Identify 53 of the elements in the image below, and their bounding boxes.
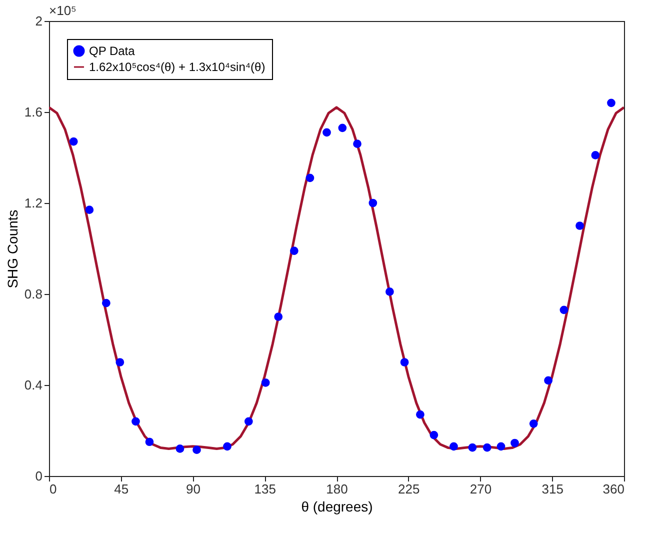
point [145,438,154,446]
point [368,198,378,208]
point [496,442,506,451]
x-tick-label: 0 [50,482,57,496]
point [116,358,124,366]
point [223,442,232,451]
point [576,222,584,230]
point [176,444,184,453]
x-tick-label: 360 [602,482,624,496]
point [322,128,331,137]
text: ×10⁵ [49,3,76,18]
point [102,298,110,308]
x-tick-label: 315 [542,482,564,496]
y-tick-label: 1.2 [24,196,42,210]
y-tick-label: 0 [35,468,42,484]
y-tick-label: 0.8 [24,286,42,302]
point [132,417,140,426]
point [482,443,492,452]
x-tick-label: 45 [114,482,129,496]
y-tick-label: 2 [35,14,42,28]
point [468,443,477,452]
point [386,288,394,296]
x-tick-label: 180 [326,482,348,496]
y-tick-label: 1.6 [24,104,42,120]
point [69,137,78,146]
x-tick-label: 225 [398,482,420,496]
point [290,246,298,255]
point [244,417,253,426]
y-tick-label: 0.4 [24,378,42,392]
point [192,446,201,454]
x-tick-label: 90 [186,482,200,496]
point [430,430,438,440]
legend-label: 1.62x10⁵cos⁴(θ) + 1.3x10⁴sin⁴(θ) [89,60,266,74]
point [261,378,270,387]
x-tick-label: 135 [254,482,276,496]
point [85,206,94,214]
point [560,306,568,314]
point [416,410,424,419]
point [353,140,362,148]
legend-label: QP Data [89,44,136,58]
point [607,98,616,108]
point [544,376,552,385]
point [510,438,519,448]
point [306,174,314,182]
point [450,442,458,451]
point [274,312,283,321]
point [591,151,600,160]
point [529,420,538,428]
x-axis-title: θ (degrees) [301,498,373,514]
y-axis-title: SHG Counts [4,210,20,288]
point [400,358,409,366]
x-tick-label: 270 [470,482,492,496]
point [338,124,347,132]
